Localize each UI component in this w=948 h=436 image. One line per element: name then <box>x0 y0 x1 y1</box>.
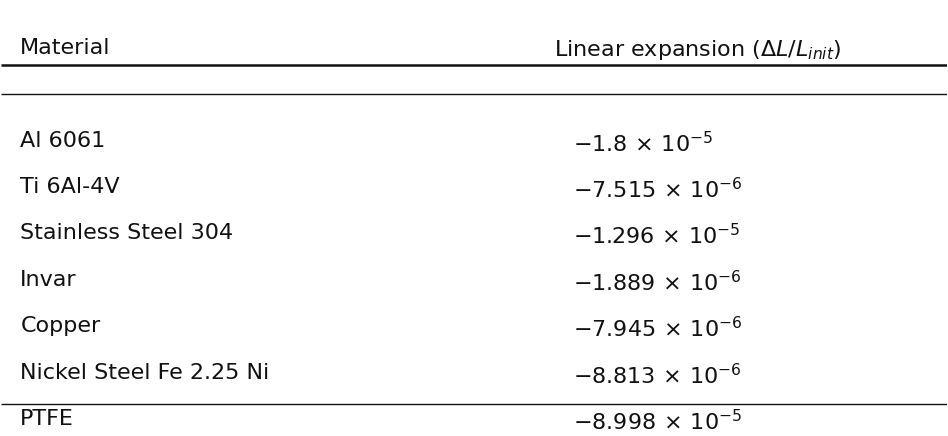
Text: Invar: Invar <box>20 270 77 290</box>
Text: $-1.8\,\times\,10^{-5}$: $-1.8\,\times\,10^{-5}$ <box>574 131 714 156</box>
Text: Al 6061: Al 6061 <box>20 131 105 151</box>
Text: $-1.296\,\times\,10^{-5}$: $-1.296\,\times\,10^{-5}$ <box>574 223 740 249</box>
Text: $-7.945\,\times\,10^{-6}$: $-7.945\,\times\,10^{-6}$ <box>574 316 742 341</box>
Text: Copper: Copper <box>20 316 100 336</box>
Text: Nickel Steel Fe 2.25 Ni: Nickel Steel Fe 2.25 Ni <box>20 362 269 382</box>
Text: $-1.889\,\times\,10^{-6}$: $-1.889\,\times\,10^{-6}$ <box>574 270 742 295</box>
Text: Stainless Steel 304: Stainless Steel 304 <box>20 223 233 243</box>
Text: Linear expansion $(\Delta L/L_{init})$: Linear expansion $(\Delta L/L_{init})$ <box>555 38 842 62</box>
Text: $-8.998\,\times\,10^{-5}$: $-8.998\,\times\,10^{-5}$ <box>574 409 742 434</box>
Text: $-8.813\,\times\,10^{-6}$: $-8.813\,\times\,10^{-6}$ <box>574 362 742 388</box>
Text: Material: Material <box>20 38 111 58</box>
Text: $-7.515\,\times\,10^{-6}$: $-7.515\,\times\,10^{-6}$ <box>574 177 742 202</box>
Text: PTFE: PTFE <box>20 409 74 429</box>
Text: Ti 6Al-4V: Ti 6Al-4V <box>20 177 119 197</box>
